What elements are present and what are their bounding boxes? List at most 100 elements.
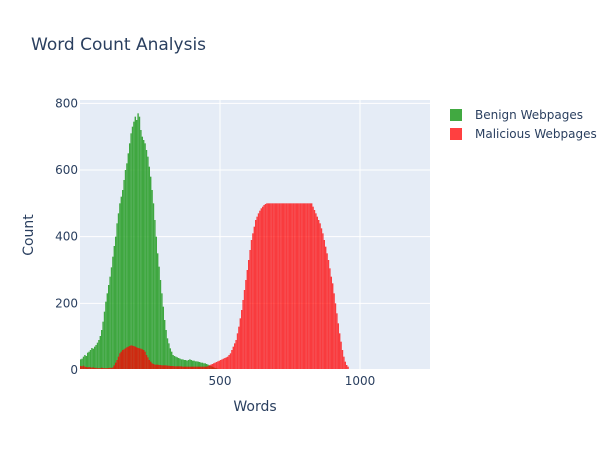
plot-area xyxy=(80,100,430,370)
histogram-bar xyxy=(311,203,312,370)
legend-swatch xyxy=(450,109,462,121)
histogram-bar xyxy=(102,322,103,370)
histogram-bar xyxy=(112,257,113,370)
histogram-bar xyxy=(122,350,123,370)
histogram-bar xyxy=(151,190,152,370)
histogram-bar xyxy=(109,277,110,370)
histogram-bar xyxy=(235,340,236,370)
histogram-bar xyxy=(119,353,120,370)
histogram-bar xyxy=(312,207,313,370)
histogram-bar xyxy=(266,203,267,370)
histogram-bar xyxy=(219,361,220,370)
histogram-bar xyxy=(140,349,141,370)
histogram-bar xyxy=(300,203,301,370)
histogram-bar xyxy=(142,349,143,370)
histogram-bar xyxy=(130,133,131,370)
histogram-bar xyxy=(90,350,91,370)
histogram-bar xyxy=(132,127,133,370)
histogram-bar xyxy=(343,357,344,370)
histogram-bar xyxy=(108,285,109,370)
histogram-bar xyxy=(256,217,257,370)
histogram-bar xyxy=(136,347,137,370)
histogram-bar xyxy=(115,363,116,370)
y-axis-title: Count xyxy=(21,214,37,256)
x-axis-title: Words xyxy=(233,399,276,415)
histogram-bar xyxy=(157,253,158,370)
histogram-bar xyxy=(121,352,122,370)
chart-title: Word Count Analysis xyxy=(31,35,206,55)
histogram-bar xyxy=(111,267,112,370)
histogram-bar xyxy=(275,203,276,370)
histogram-bar xyxy=(135,347,136,370)
histogram-bar xyxy=(276,203,277,370)
histogram-bar xyxy=(270,203,271,370)
histogram-bar xyxy=(265,204,266,370)
histogram-bar xyxy=(230,353,231,370)
x-tick-label: 500 xyxy=(209,374,232,388)
histogram-bar xyxy=(251,240,252,370)
histogram-bar xyxy=(258,213,259,370)
y-tick-label: 200 xyxy=(55,296,78,310)
histogram-bar xyxy=(154,220,155,370)
histogram-bar xyxy=(216,362,217,370)
histogram-bar xyxy=(119,203,120,370)
histogram-bar xyxy=(254,227,255,370)
histogram-bar xyxy=(304,203,305,370)
histogram-bar xyxy=(115,237,116,370)
histogram-bar xyxy=(277,203,278,370)
histogram-bar xyxy=(345,362,346,370)
histogram-bar xyxy=(328,260,329,370)
histogram-bar xyxy=(227,357,228,370)
histogram-bar xyxy=(272,203,273,370)
histogram-bar xyxy=(95,345,96,370)
histogram-bar xyxy=(114,246,115,370)
histogram-bar xyxy=(156,237,157,370)
histogram-bar xyxy=(221,359,222,370)
legend-label: Malicious Webpages xyxy=(475,127,597,141)
histogram-bar xyxy=(126,347,127,370)
histogram-bar xyxy=(255,220,256,370)
histogram-bar xyxy=(150,177,151,370)
histogram-bar xyxy=(339,333,340,370)
histogram-bar xyxy=(147,157,148,370)
histogram-bar xyxy=(101,330,102,370)
histogram-bar xyxy=(322,233,323,370)
histogram-bar xyxy=(332,283,333,370)
histogram-bar xyxy=(307,203,308,370)
histogram-bar xyxy=(287,203,288,370)
y-tick-label: 600 xyxy=(55,163,78,177)
histogram-bar xyxy=(273,203,274,370)
histogram-bar xyxy=(340,342,341,370)
histogram-bar xyxy=(280,203,281,370)
histogram-bar xyxy=(129,346,130,370)
legend-swatch xyxy=(450,128,462,140)
histogram-bar xyxy=(147,357,148,370)
histogram-bar xyxy=(321,228,322,370)
histogram-bar xyxy=(146,355,147,370)
histogram-bar xyxy=(130,345,131,370)
histogram-bar xyxy=(247,270,248,370)
histogram-bar xyxy=(303,203,304,370)
histogram-bar xyxy=(342,350,343,370)
histogram-bar xyxy=(135,117,136,370)
histogram-bar xyxy=(282,203,283,370)
histogram-bar xyxy=(144,143,145,370)
histogram-bar xyxy=(160,280,161,370)
histogram-bar xyxy=(261,208,262,370)
histogram-bar xyxy=(329,268,330,370)
histogram-bar xyxy=(324,240,325,370)
histogram-bar xyxy=(149,360,150,370)
x-tick-label: 1000 xyxy=(345,374,376,388)
histogram-bar xyxy=(94,347,95,370)
histogram-bar xyxy=(231,350,232,370)
histogram-bar xyxy=(91,348,92,370)
histogram-bar xyxy=(290,203,291,370)
histogram-bar xyxy=(143,350,144,370)
histogram-bar xyxy=(128,153,129,370)
histogram-bar xyxy=(126,163,127,370)
histogram-bar xyxy=(326,253,327,370)
histogram-bar xyxy=(252,233,253,370)
histogram-bar xyxy=(338,323,339,370)
histogram-bar xyxy=(269,203,270,370)
